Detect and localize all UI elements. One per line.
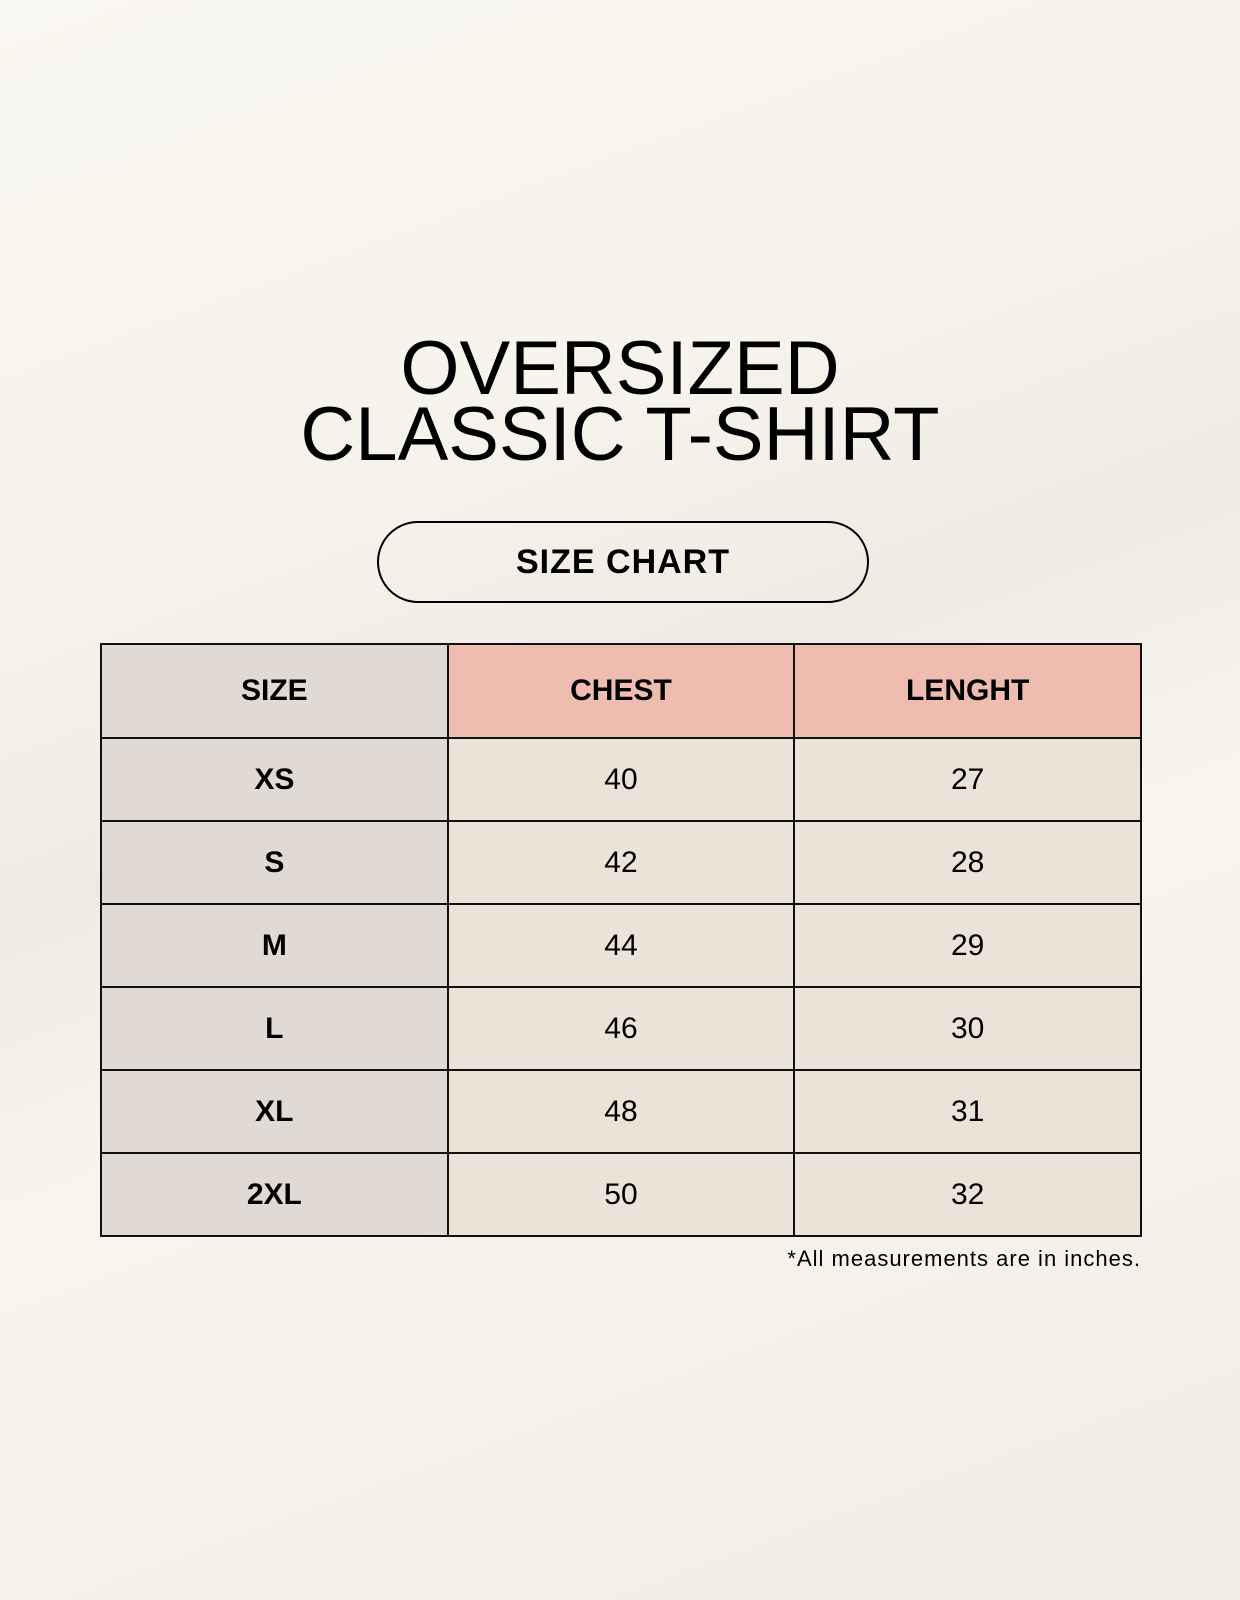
size-table: SIZE CHEST LENGHT XS 40 27 S 42 28 M 44 29 L 46 30 X… <box>100 643 1142 1237</box>
length-cell: 29 <box>793 903 1142 988</box>
chest-cell: 48 <box>446 1069 796 1154</box>
title-line-1: OVERSIZED <box>400 326 840 411</box>
title-line-2: CLASSIC T-SHIRT <box>300 392 940 477</box>
header-length: LENGHT <box>793 643 1142 739</box>
size-cell: M <box>100 903 449 988</box>
chest-cell: 50 <box>446 1152 796 1237</box>
length-cell: 27 <box>793 737 1142 822</box>
table-row: 2XL 50 32 <box>100 1152 1142 1237</box>
length-cell: 31 <box>793 1069 1142 1154</box>
chest-cell: 42 <box>446 820 796 905</box>
footnote: *All measurements are in inches. <box>787 1246 1141 1271</box>
length-cell: 32 <box>793 1152 1142 1237</box>
size-cell: L <box>100 986 449 1071</box>
size-chart-badge: SIZE CHART <box>377 521 869 603</box>
table-row: L 46 30 <box>100 986 1142 1071</box>
length-cell: 28 <box>793 820 1142 905</box>
table-row: XS 40 27 <box>100 737 1142 822</box>
chest-cell: 40 <box>446 737 796 822</box>
size-cell: XL <box>100 1069 449 1154</box>
length-cell: 30 <box>793 986 1142 1071</box>
table-header-row: SIZE CHEST LENGHT <box>100 643 1142 739</box>
table-row: S 42 28 <box>100 820 1142 905</box>
chest-cell: 46 <box>446 986 796 1071</box>
page-title: OVERSIZED CLASSIC T-SHIRT <box>0 326 1240 477</box>
table-row: XL 48 31 <box>100 1069 1142 1154</box>
table-row: M 44 29 <box>100 903 1142 988</box>
chest-cell: 44 <box>446 903 796 988</box>
size-cell: S <box>100 820 449 905</box>
size-cell: 2XL <box>100 1152 449 1237</box>
header-chest: CHEST <box>446 643 796 739</box>
size-cell: XS <box>100 737 449 822</box>
header-size: SIZE <box>100 643 449 739</box>
